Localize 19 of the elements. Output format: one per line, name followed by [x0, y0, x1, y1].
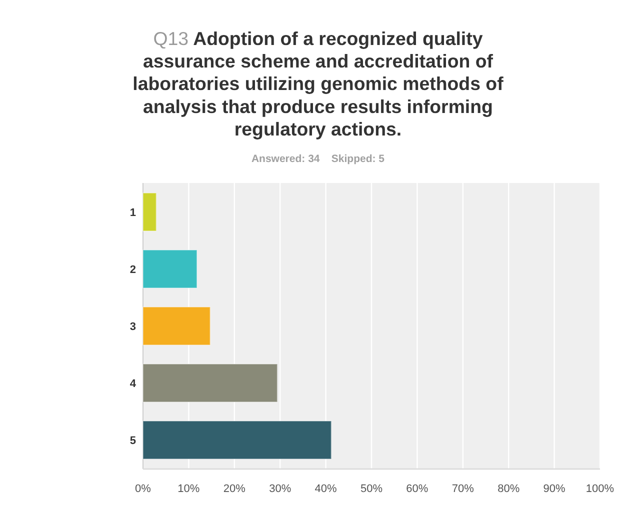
x-tick-label: 40%	[314, 482, 338, 495]
y-tick-label: 5	[130, 434, 136, 447]
x-tick-label: 70%	[452, 482, 474, 495]
x-tick-label: 20%	[223, 482, 246, 495]
y-tick-label: 4	[130, 378, 137, 390]
x-tick-label: 0%	[135, 482, 152, 495]
bar	[142, 192, 157, 232]
x-tick-label: 30%	[269, 482, 292, 495]
y-tick-label: 1	[130, 206, 136, 219]
y-tick-label: 3	[130, 320, 136, 333]
x-tick-label: 80%	[498, 482, 520, 495]
y-tick-label: 2	[130, 264, 136, 276]
chart-title: Q13 Adoption of a recognized quality assurance scheme and accreditation of laboratories utilizing genomic methods of analysis that produce results informing regulatory actions.	[132, 28, 504, 140]
x-tick-label: 90%	[543, 482, 566, 495]
x-tick-label: 50%	[360, 482, 383, 495]
x-tick-label: 60%	[406, 482, 428, 495]
chart-subtitle: Answered: 34 Skipped: 5	[251, 153, 385, 165]
x-tick-label: 100%	[586, 482, 614, 495]
x-tick-label: 10%	[178, 482, 200, 495]
